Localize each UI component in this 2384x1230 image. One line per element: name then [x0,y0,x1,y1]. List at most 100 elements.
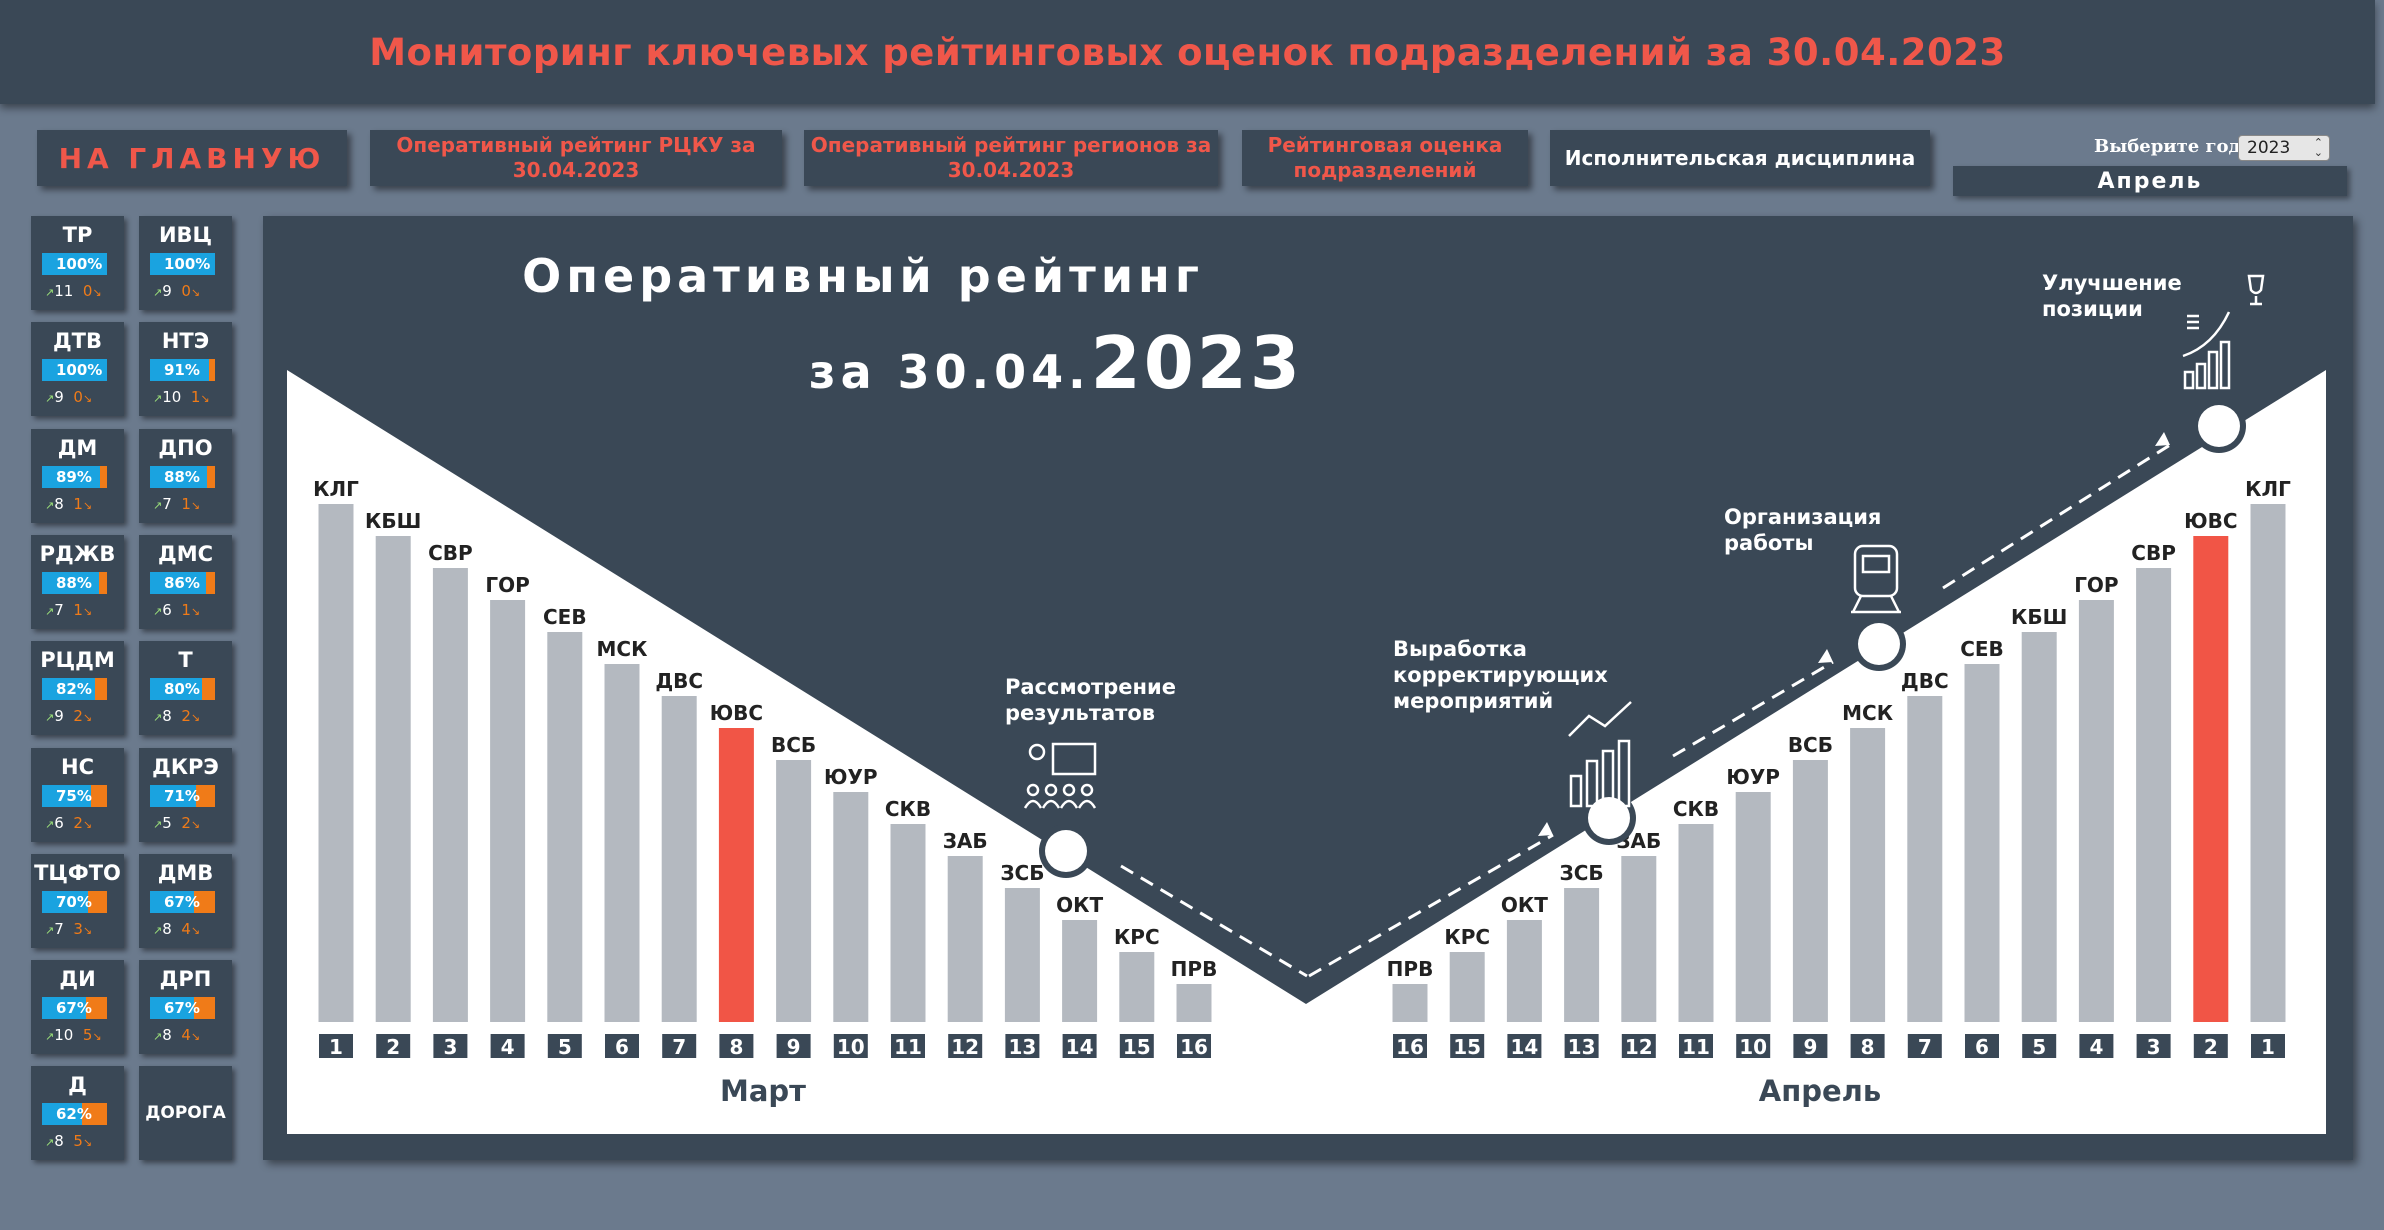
rank-number: 4 [2089,1035,2103,1059]
tasks-overdue: 1 [73,494,83,513]
rank-badge [376,1034,411,1058]
arrow-up-icon: ↗ [153,711,163,725]
task-counts: ↗6 2↘ [45,814,92,832]
unit-tile[interactable]: ДИ 67% ↗10 5↘ [31,960,124,1055]
dashed-path [1308,833,1554,978]
infographic-subtitle: за 30.04.2023 [809,321,1303,405]
discipline-button[interactable]: Исполнительская дисциплина [1550,130,1930,186]
arrow-down-icon: ↘ [190,923,201,937]
step-results-text: результатов [1005,701,1155,725]
rank-badge [662,1034,697,1058]
unit-tile[interactable]: ДКРЭ 71% ↗5 2↘ [139,747,232,842]
unit-name: ТЦФТО [34,860,121,885]
bar-label: ГОР [485,573,529,597]
unit-tile[interactable]: Д 62% ↗8 5↘ [31,1066,124,1161]
unit-tile[interactable]: ДТВ 100% ↗9 0↘ [31,322,124,417]
arrow-down-icon: ↘ [82,711,93,725]
unit-tile[interactable]: РДЖВ 88% ↗7 1↘ [31,534,124,629]
unit-name: РДЖВ [39,541,116,566]
unit-name: ДМС [157,541,213,566]
rating-infographic-panel: Оперативный рейтинг за 30.04.2023 КЛГ 1 КБШ 2… [263,216,2353,1160]
milestone-dot [1045,830,1087,872]
completion-percent: 80% [164,680,200,699]
unit-tile[interactable]: ТЦФТО 70% ↗7 3↘ [31,853,124,948]
unit-tile[interactable]: ДПО 88% ↗7 1↘ [139,428,232,523]
month-display: Апрель [1953,166,2347,196]
tasks-done: 5 [162,813,172,832]
completion-bar: 88% [150,465,215,488]
unit-tile[interactable]: ДМВ 67% ↗8 4↘ [139,853,232,948]
bar [318,504,354,1022]
bar-label: ПРВ [1387,957,1434,981]
arrow-up-icon: ↗ [153,923,163,937]
bar [1850,728,1886,1022]
tasks-overdue: 1 [73,600,83,619]
rank-number: 11 [1682,1035,1710,1059]
arrow-down-icon: ↘ [82,817,93,831]
regions-rating-button[interactable]: Оперативный рейтинг регионов за 30.04.20… [804,130,1218,186]
step-results-text: Рассмотрение [1005,675,1176,699]
rank-number: 9 [787,1035,801,1059]
bar-label: СКВ [1673,797,1719,821]
bar-label: ВСБ [771,733,816,757]
units-rating-button[interactable]: Рейтинговая оценка подразделений [1242,130,1528,186]
tasks-overdue: 0 [181,282,191,300]
bar [1792,760,1828,1022]
rank-number: 16 [1396,1035,1424,1059]
rank-number: 9 [1803,1035,1817,1059]
bar [1907,696,1943,1022]
bar [1678,824,1714,1022]
tasks-done: 8 [54,494,64,513]
growth-chart-icon [1568,701,1632,808]
year-value: 2023 [2247,138,2291,158]
road-tile[interactable]: ДОРОГА [139,1066,232,1160]
rank-number: 8 [729,1035,743,1059]
unit-tile[interactable]: НС 75% ↗6 2↘ [31,747,124,842]
bar [1176,984,1212,1022]
rank-number: 8 [1861,1035,1875,1059]
rank-badge [2079,1034,2114,1058]
bar-label: КЛГ [313,477,359,501]
arrow-down-icon: ↘ [190,711,201,725]
rank-number: 4 [501,1035,515,1059]
tasks-done: 11 [54,282,74,300]
task-counts: ↗7 1↘ [153,495,200,513]
unit-tile[interactable]: ИВЦ 100% ↗9 0↘ [139,216,232,310]
rank-badge [1736,1034,1771,1058]
rank-badge [1450,1034,1485,1058]
home-button[interactable]: НА ГЛАВНУЮ [37,130,347,186]
bar [890,824,926,1022]
train-icon [1851,544,1901,614]
spinner-icon[interactable]: ⌃ ⌄ [2313,136,2323,159]
unit-tile[interactable]: ДМ 89% ↗8 1↘ [31,428,124,523]
rank-number: 2 [2204,1035,2218,1059]
bar-label: ЮВС [710,701,763,725]
unit-tile[interactable]: ДМС 86% ↗6 1↘ [139,534,232,629]
unit-tile[interactable]: РЦДМ 82% ↗9 2↘ [31,641,124,736]
bar-label: ДВС [1901,669,1949,693]
year-select[interactable]: 2023 ⌃ ⌄ [2238,135,2330,161]
rank-number: 6 [615,1035,629,1059]
arrow-down-icon: ↘ [82,498,93,512]
rcku-rating-button[interactable]: Оперативный рейтинг РЦКУ за 30.04.2023 [370,130,782,186]
chart-march [318,504,1212,1058]
bar-label: СКВ [885,797,931,821]
rank-badge [433,1034,468,1058]
unit-name: Д [68,1073,87,1098]
rank-badge [1965,1034,1999,1058]
unit-tile[interactable]: ТР 100% ↗11 0↘ [31,216,124,310]
bar-label: ОКТ [1056,893,1103,917]
rank-badge [719,1034,754,1058]
task-counts: ↗10 5↘ [45,1026,102,1044]
arrow-head-icon [1538,822,1553,836]
completion-bar: 100% [42,359,107,382]
unit-name: НТЭ [161,329,210,354]
task-counts: ↗8 4↘ [153,1026,200,1044]
rank-number: 5 [558,1035,572,1059]
unit-tile[interactable]: НТЭ 91% ↗10 1↘ [139,322,232,417]
unit-tile[interactable]: ДРП 67% ↗8 4↘ [139,960,232,1055]
completion-bar: 86% [150,571,215,594]
completion-percent: 86% [164,573,200,592]
unit-tile[interactable]: Т 80% ↗8 2↘ [139,641,232,736]
rating-chart: Оперативный рейтинг за 30.04.2023 КЛГ 1 КБШ 2… [287,249,2326,1134]
